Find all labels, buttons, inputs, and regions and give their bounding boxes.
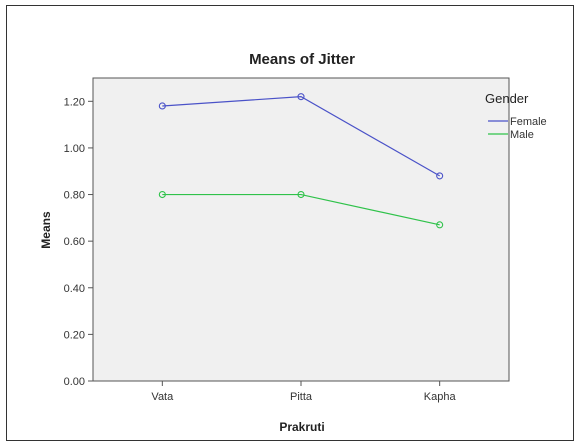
data-point-male xyxy=(436,221,444,229)
legend-label-female: Female xyxy=(510,116,547,128)
data-point-female xyxy=(158,102,166,110)
y-tick-label: 0.00 xyxy=(64,376,85,388)
y-tick-label: 0.40 xyxy=(64,283,85,295)
series-line-male xyxy=(162,193,440,226)
data-point-female xyxy=(297,93,305,101)
y-tick-label: 1.20 xyxy=(64,96,85,108)
y-axis-title: Means xyxy=(39,211,53,249)
legend-title: Gender xyxy=(485,91,529,106)
series-line-female xyxy=(162,96,440,177)
data-point-male xyxy=(297,190,305,199)
chart-title: Means of Jitter xyxy=(249,51,355,68)
x-tick-label: Kapha xyxy=(424,391,457,403)
x-tick-label: Vata xyxy=(151,391,174,403)
y-tick-label: 0.60 xyxy=(64,236,85,248)
data-point-male xyxy=(158,190,166,199)
x-tick-label: Pitta xyxy=(290,391,313,403)
plot-area xyxy=(92,77,510,382)
y-tick-label: 1.00 xyxy=(64,143,85,155)
legend-label-male: Male xyxy=(510,129,534,141)
data-point-female xyxy=(436,172,444,180)
x-axis-title: Prakruti xyxy=(279,420,324,434)
y-tick-label: 0.20 xyxy=(64,329,85,341)
y-tick-label: 0.80 xyxy=(64,190,85,202)
